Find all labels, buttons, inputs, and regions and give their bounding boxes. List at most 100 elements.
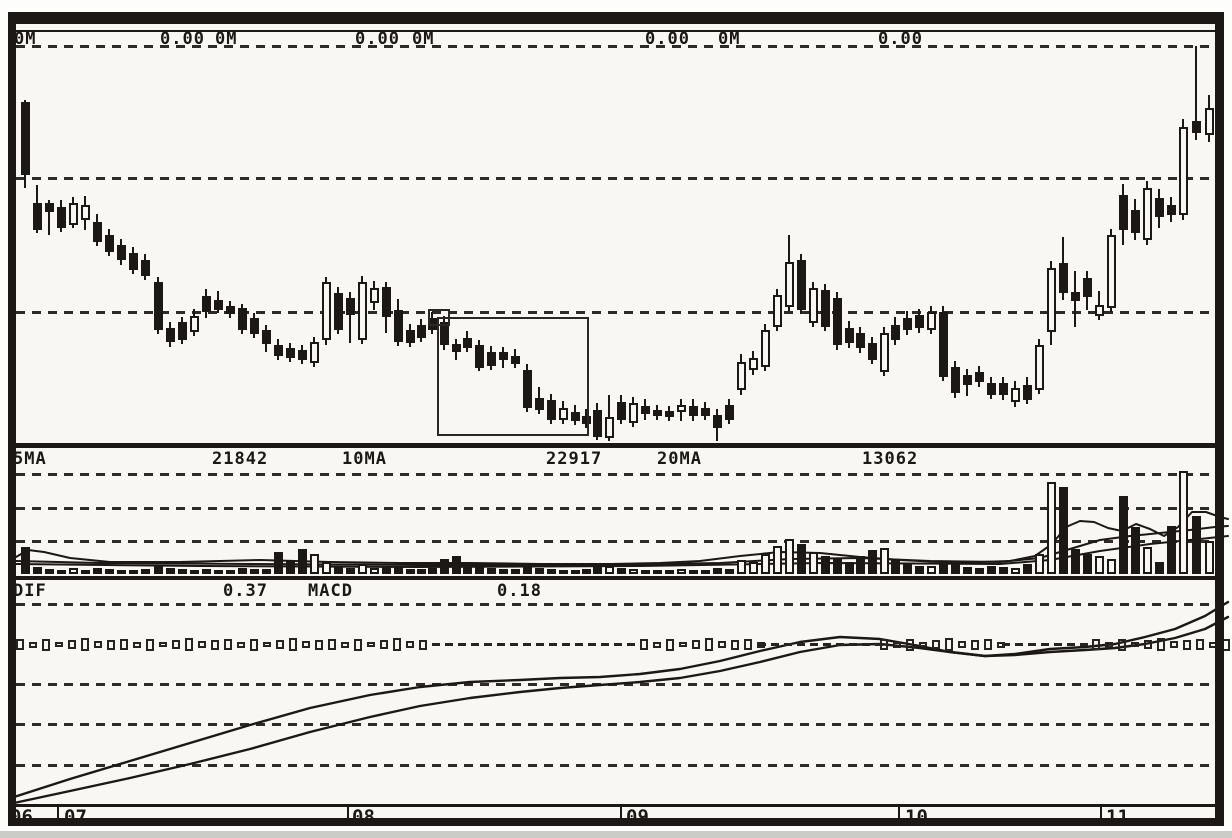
macd-histogram-bar (945, 638, 953, 651)
macd-histogram-bar (276, 640, 284, 649)
volume-bar (1011, 568, 1020, 574)
candle-body (868, 343, 877, 360)
candle-body (821, 290, 830, 327)
candle-body (689, 406, 698, 416)
candle-body (975, 372, 984, 382)
volume-bar (547, 569, 556, 574)
macd-header-label: DIF (13, 581, 47, 601)
macd-histogram-bar (893, 642, 901, 648)
gridline (16, 45, 1216, 48)
candle-body (1023, 385, 1032, 400)
volume-bar (226, 570, 235, 574)
frame-bottom (8, 818, 1224, 826)
annotation-rectangle (437, 317, 589, 436)
volume-bar (310, 554, 319, 574)
candle-body (535, 398, 544, 410)
volume-bar (1119, 496, 1128, 574)
volume-bar (214, 570, 223, 574)
macd-histogram-dash (627, 643, 635, 646)
volume-bar (250, 569, 259, 574)
candle-body (1179, 127, 1188, 215)
candle-body (761, 330, 770, 367)
volume-bar (701, 570, 710, 574)
macd-histogram-bar (302, 641, 310, 648)
frame-left (8, 12, 16, 826)
volume-bar (129, 570, 138, 574)
price-header-label: 0M (718, 29, 741, 49)
volume-bar (45, 569, 54, 574)
macd-histogram-bar (107, 640, 115, 650)
macd-histogram-bar (1105, 642, 1113, 648)
candle-wick (349, 292, 351, 343)
volume-bar (880, 548, 889, 574)
volume-bar (1095, 556, 1104, 574)
candle-body (382, 287, 391, 317)
candle-body (571, 412, 580, 421)
price-header-label: 0M (412, 29, 435, 49)
volume-bar (677, 569, 686, 574)
macd-histogram-bar (406, 641, 414, 648)
candle-body (1167, 205, 1176, 215)
volume-bar (1023, 564, 1032, 574)
frame-top (8, 12, 1224, 24)
gridline (16, 177, 1216, 180)
candle-body (286, 348, 295, 358)
price-header-label: 0.00 (645, 29, 690, 49)
candle-body (370, 288, 379, 303)
candle-body (927, 312, 936, 330)
volume-bar (939, 562, 948, 574)
macd-histogram-dash (484, 643, 492, 646)
volume-bar (1071, 549, 1080, 574)
macd-histogram-dash (445, 643, 453, 646)
candle-body (93, 222, 102, 242)
volume-bar (821, 556, 830, 574)
macd-histogram-bar (1196, 639, 1204, 650)
macd-histogram-bar (224, 639, 232, 650)
macd-histogram-bar (958, 641, 966, 648)
macd-histogram-dash (1002, 643, 1010, 646)
volume-bar (141, 569, 150, 574)
candle-body (856, 333, 865, 348)
volume-bar (571, 570, 580, 574)
macd-histogram-bar (16, 639, 24, 650)
candle-body (1155, 198, 1164, 217)
candle-body (523, 370, 532, 408)
macd-histogram-bar (1170, 641, 1178, 648)
volume-bar (593, 564, 602, 574)
candle-body (178, 322, 187, 340)
macd-histogram-bar (1144, 640, 1152, 649)
volume-bar (868, 550, 877, 574)
candle-body (499, 352, 508, 360)
candle-wick (48, 200, 50, 235)
macd-header-label: 0.18 (497, 581, 542, 601)
gridline (16, 723, 1216, 726)
candle-body (749, 358, 758, 370)
volume-bar (370, 568, 379, 574)
price-header-label: 0.00 (878, 29, 923, 49)
volume-bar (382, 566, 391, 574)
volume-bar (785, 539, 794, 574)
candle-body (617, 402, 626, 420)
macd-histogram-bar (380, 640, 388, 649)
candle-body (475, 345, 484, 368)
candle-body (701, 408, 710, 416)
macd-histogram-dash (588, 643, 596, 646)
macd-histogram-dash (875, 643, 883, 646)
macd-histogram-dash (758, 643, 766, 646)
volume-bar (178, 569, 187, 574)
candle-body (1205, 108, 1214, 135)
volume-bar (346, 568, 355, 574)
candle-body (394, 310, 403, 342)
volume-bar (1083, 554, 1092, 574)
macd-histogram-bar (120, 639, 128, 650)
candle-body (417, 325, 426, 338)
candle-body (999, 383, 1008, 395)
volume-bar (154, 565, 163, 574)
volume-bar (617, 568, 626, 574)
volume-bar (975, 568, 984, 574)
volume-bar (856, 556, 865, 574)
volume-bar (963, 567, 972, 574)
candle-body (891, 325, 900, 340)
x-axis-line (8, 804, 1224, 807)
macd-histogram-bar (42, 639, 50, 651)
